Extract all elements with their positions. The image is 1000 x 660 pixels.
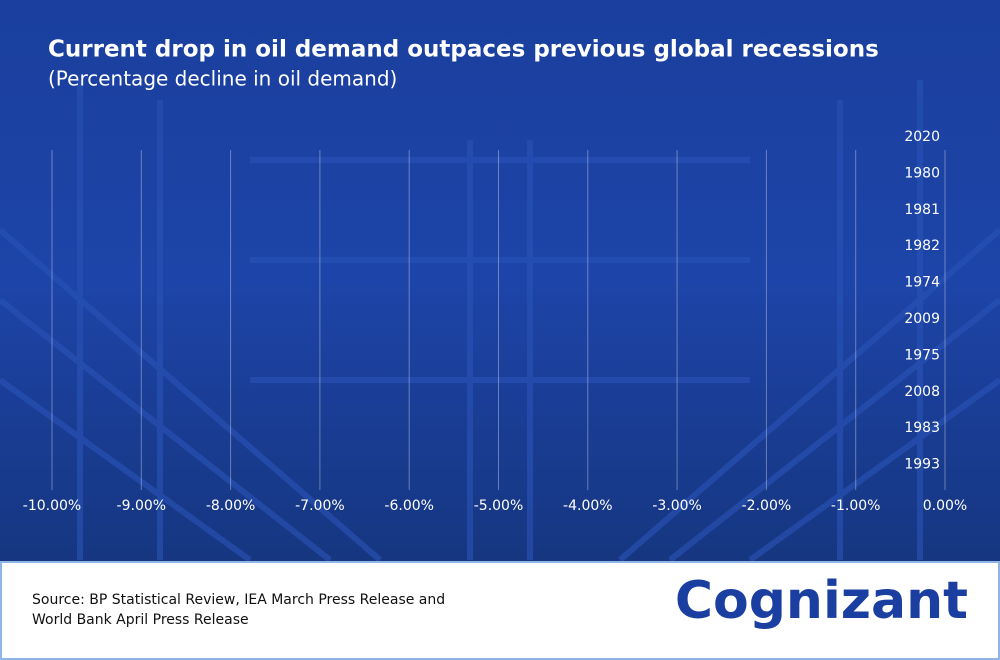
x-tick-label: -3.00%	[652, 498, 702, 514]
background	[0, 0, 1000, 562]
footer-panel	[0, 561, 1000, 660]
y-tick-label: 2009	[904, 311, 940, 327]
x-tick-label: -7.00%	[295, 498, 345, 514]
y-tick-label: 1983	[904, 420, 940, 436]
chart-title: Current drop in oil demand outpaces prev…	[48, 37, 879, 63]
source-text: Source: BP Statistical Review, IEA March…	[32, 592, 445, 608]
x-tick-label: -1.00%	[831, 498, 881, 514]
x-tick-label: -4.00%	[563, 498, 613, 514]
y-tick-label: 1975	[904, 347, 940, 363]
logo: Cognizant	[675, 571, 968, 631]
x-tick-label: -10.00%	[23, 498, 81, 514]
x-tick-label: 0.00%	[923, 498, 967, 514]
y-tick-label: 1981	[904, 202, 940, 218]
x-tick-label: -8.00%	[206, 498, 256, 514]
x-tick-label: -9.00%	[117, 498, 167, 514]
y-tick-label: 1974	[904, 275, 940, 291]
y-tick-label: 1993	[904, 457, 940, 473]
x-tick-label: -6.00%	[384, 498, 434, 514]
source-text: World Bank April Press Release	[32, 612, 249, 628]
y-tick-label: 2020	[904, 129, 940, 145]
y-tick-label: 1980	[904, 165, 940, 181]
background-structure	[0, 80, 1000, 563]
y-tick-label: 2008	[904, 384, 940, 400]
x-tick-label: -2.00%	[742, 498, 792, 514]
chart-subtitle: (Percentage decline in oil demand)	[48, 67, 397, 91]
y-tick-label: 1982	[904, 238, 940, 254]
x-tick-label: -5.00%	[474, 498, 524, 514]
